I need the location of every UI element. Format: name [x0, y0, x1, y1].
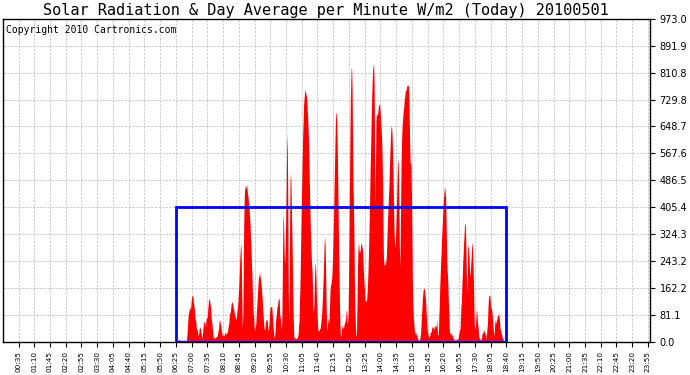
Text: Copyright 2010 Cartronics.com: Copyright 2010 Cartronics.com [6, 26, 177, 35]
Title: Solar Radiation & Day Average per Minute W/m2 (Today) 20100501: Solar Radiation & Day Average per Minute… [43, 3, 609, 18]
Bar [176, 207, 506, 342]
